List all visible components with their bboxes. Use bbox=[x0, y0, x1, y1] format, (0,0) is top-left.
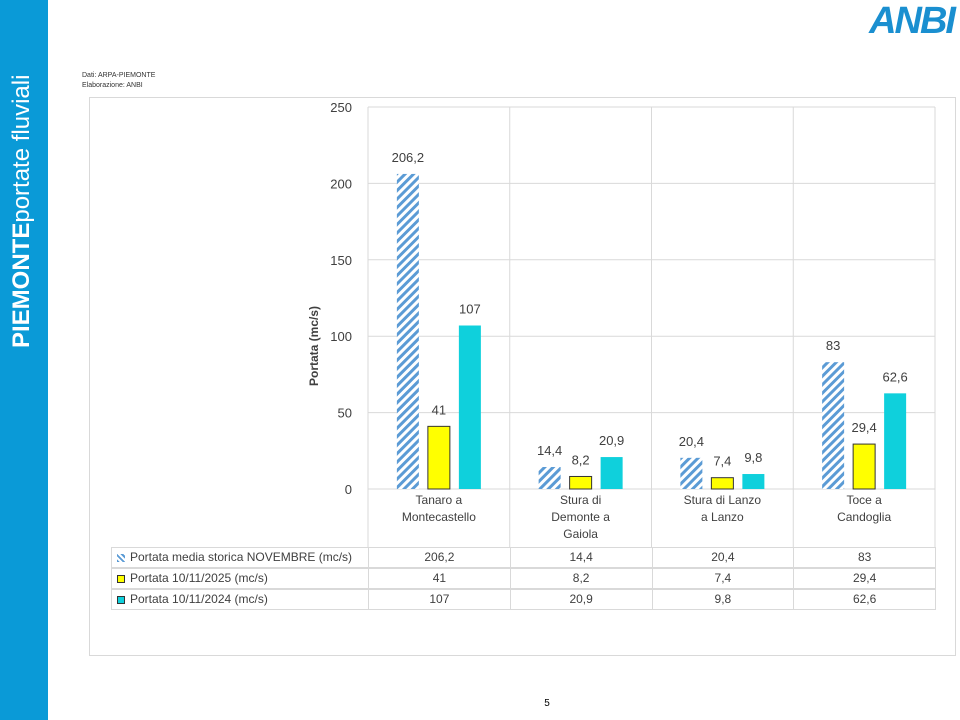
bar bbox=[600, 457, 623, 489]
y-axis-label: Portata (mc/s) bbox=[307, 306, 321, 386]
bar bbox=[852, 443, 876, 490]
bar bbox=[710, 477, 734, 490]
data-label: 20,4 bbox=[679, 434, 704, 449]
data-label: 206,2 bbox=[392, 150, 425, 165]
x-tick-label: Stura di Demonte a Gaiola bbox=[551, 493, 610, 541]
table-cell: 20,9 bbox=[509, 589, 653, 610]
data-label: 14,4 bbox=[537, 443, 562, 458]
data-label: 7,4 bbox=[713, 454, 731, 469]
table-cell: 9,8 bbox=[651, 589, 795, 610]
y-tick-label: 50 bbox=[338, 406, 352, 421]
y-tick-label: 100 bbox=[330, 329, 352, 344]
legend-key bbox=[117, 554, 125, 562]
source: Elaborazione: ANBI bbox=[82, 82, 143, 89]
legend-label: Portata 10/11/2024 (mc/s) bbox=[130, 592, 268, 606]
bar bbox=[396, 173, 419, 490]
data-label: 20,9 bbox=[599, 433, 624, 448]
table-cell: 14,4 bbox=[509, 547, 653, 568]
y-tick-label: 0 bbox=[345, 482, 352, 497]
y-tick-label: 150 bbox=[330, 253, 352, 268]
bar bbox=[538, 466, 561, 489]
bar bbox=[822, 362, 845, 489]
table-cell: 8,2 bbox=[509, 568, 653, 589]
bar bbox=[569, 475, 593, 490]
legend-key bbox=[117, 575, 125, 583]
sidebar: PIEMONTEportate fluviali bbox=[0, 0, 48, 720]
legend-label: Portata 10/11/2025 (mc/s) bbox=[130, 571, 268, 585]
table-cell: 83 bbox=[793, 547, 936, 568]
table-cell: 107 bbox=[368, 589, 511, 610]
table-cell: 62,6 bbox=[793, 589, 936, 610]
legend-key bbox=[117, 596, 125, 604]
data-label: 29,4 bbox=[851, 420, 876, 435]
x-tick-label: Tanaro a Montecastello bbox=[401, 493, 476, 524]
x-tick-label: Stura di Lanzo a Lanzo bbox=[683, 493, 762, 524]
bar bbox=[742, 474, 765, 489]
data-label: 8,2 bbox=[572, 452, 590, 467]
data-label: 107 bbox=[459, 302, 481, 317]
y-tick-label: 250 bbox=[330, 100, 352, 115]
chart-frame bbox=[89, 97, 956, 656]
y-tick-label: 200 bbox=[330, 176, 352, 191]
legend-cell: Portata 10/11/2025 (mc/s) bbox=[111, 568, 369, 589]
data-label: 41 bbox=[432, 402, 446, 417]
table-cell: 20,4 bbox=[651, 547, 795, 568]
bar bbox=[884, 393, 907, 489]
data-label: 83 bbox=[826, 338, 840, 353]
table-cell: 29,4 bbox=[793, 568, 936, 589]
legend-cell: Portata media storica NOVEMBRE (mc/s) bbox=[111, 547, 369, 568]
table-cell: 206,2 bbox=[368, 547, 511, 568]
bar bbox=[458, 325, 481, 489]
legend-label: Portata media storica NOVEMBRE (mc/s) bbox=[130, 550, 353, 564]
source: Dati: ARPA-PIEMONTE bbox=[82, 72, 156, 79]
data-label: 9,8 bbox=[744, 450, 762, 465]
bar bbox=[680, 457, 703, 489]
x-tick-label: Toce a Candoglia bbox=[837, 493, 892, 524]
table-cell: 41 bbox=[368, 568, 511, 589]
legend-cell: Portata 10/11/2024 (mc/s) bbox=[111, 589, 369, 610]
data-label: 62,6 bbox=[882, 369, 907, 384]
bar bbox=[427, 425, 451, 490]
table-cell: 7,4 bbox=[651, 568, 795, 589]
logo: ANBI bbox=[869, 0, 956, 42]
page-number: 5 bbox=[544, 698, 550, 709]
